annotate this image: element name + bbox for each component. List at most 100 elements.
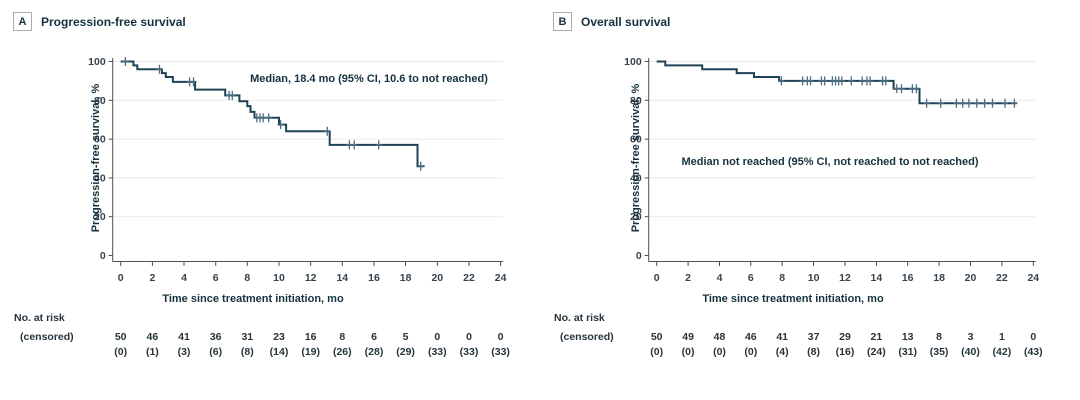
at-risk-value: 0 <box>497 331 504 343</box>
panel-progression-free-survival: A Progression-free survival 0 20 40 60 80 100… <box>13 12 510 358</box>
svg-text:80: 80 <box>94 95 106 107</box>
svg-text:14: 14 <box>871 272 883 284</box>
svg-text:6: 6 <box>213 272 219 284</box>
censored-value: (35) <box>929 346 949 358</box>
at-risk-value: 41 <box>178 331 190 343</box>
panel-a-x-axis-title: Time since treatment initiation, mo <box>162 293 344 305</box>
at-risk-value: 46 <box>744 331 757 343</box>
censored-value: (1) <box>145 346 159 358</box>
censored-value: (3) <box>177 346 191 358</box>
panel-a-median-annotation: Median, 18.4 mo (95% CI, 10.6 to not rea… <box>250 73 488 85</box>
panel-b-header: B Overall survival <box>553 12 670 31</box>
at-risk-value: 41 <box>776 331 789 343</box>
panel-a-header: A Progression-free survival <box>13 12 186 31</box>
at-risk-value: 48 <box>713 331 726 343</box>
censored-value: (33) <box>491 346 510 358</box>
panel-a-no-at-risk-label: No. at risk <box>14 312 65 324</box>
censored-value: (8) <box>240 346 254 358</box>
censored-value: (6) <box>209 346 223 358</box>
svg-text:12: 12 <box>839 272 851 284</box>
svg-text:20: 20 <box>94 211 106 223</box>
at-risk-value: 8 <box>936 331 943 343</box>
svg-text:40: 40 <box>630 172 642 184</box>
svg-text:80: 80 <box>630 95 642 107</box>
svg-text:2: 2 <box>149 272 155 284</box>
svg-text:24: 24 <box>1027 272 1039 284</box>
censored-value: (31) <box>898 346 918 358</box>
censored-value: (0) <box>744 346 758 358</box>
svg-text:14: 14 <box>336 272 348 284</box>
at-risk-value: 21 <box>870 331 883 343</box>
at-risk-value: 8 <box>339 331 346 343</box>
svg-text:20: 20 <box>431 272 443 284</box>
at-risk-value: 50 <box>650 331 663 343</box>
at-risk-value: 36 <box>209 331 222 343</box>
censored-value: (26) <box>332 346 352 358</box>
svg-text:4: 4 <box>181 272 187 284</box>
censored-value: (29) <box>396 346 415 358</box>
svg-text:18: 18 <box>933 272 945 284</box>
at-risk-value: 1 <box>998 331 1005 343</box>
at-risk-value: 46 <box>146 331 159 343</box>
panel-a-censored-label: (censored) <box>20 331 74 343</box>
svg-text:10: 10 <box>808 272 820 284</box>
panel-b-tag: B <box>553 12 572 31</box>
panel-b-median-annotation: Median not reached (95% CI, not reached … <box>681 156 979 168</box>
svg-text:0: 0 <box>636 250 642 262</box>
censored-value: (40) <box>961 346 980 358</box>
censored-value: (4) <box>775 346 789 358</box>
censored-value: (43) <box>1023 346 1043 358</box>
svg-text:0: 0 <box>118 272 124 284</box>
svg-text:0: 0 <box>100 250 106 262</box>
censored-value: (33) <box>459 346 479 358</box>
at-risk-value: 31 <box>241 331 254 343</box>
svg-text:8: 8 <box>244 272 250 284</box>
censored-value: (42) <box>992 346 1012 358</box>
censored-value: (33) <box>427 346 447 358</box>
at-risk-value: 29 <box>839 331 851 343</box>
censored-value: (16) <box>835 346 855 358</box>
censored-value: (0) <box>650 346 664 358</box>
svg-text:24: 24 <box>495 272 507 284</box>
censored-value: (0) <box>681 346 695 358</box>
censored-value: (14) <box>269 346 289 358</box>
svg-text:40: 40 <box>94 172 106 184</box>
svg-text:60: 60 <box>94 134 106 146</box>
svg-text:10: 10 <box>273 272 285 284</box>
panel-a-y-axis-title: Progression-free survival, % <box>90 83 102 233</box>
svg-text:100: 100 <box>624 56 642 68</box>
panel-overall-survival: B Overall survival 0 20 40 60 80 100 0 2 4 6 8 10 12… <box>540 0 1080 400</box>
panel-b-x-axis-title: Time since treatment initiation, mo <box>702 293 884 305</box>
panel-a-title: Progression-free survival <box>41 14 186 29</box>
at-risk-value: 5 <box>402 331 409 343</box>
panel-b-y-axis-title: Progression-free survival, % <box>630 83 642 233</box>
censored-value: (0) <box>713 346 726 358</box>
svg-text:20: 20 <box>965 272 977 284</box>
svg-text:20: 20 <box>630 211 642 223</box>
svg-text:6: 6 <box>748 272 754 284</box>
at-risk-value: 49 <box>682 331 694 343</box>
at-risk-value: 23 <box>273 331 285 343</box>
panel-a-tag: A <box>13 12 32 31</box>
at-risk-value: 3 <box>967 331 974 343</box>
svg-text:100: 100 <box>88 56 106 68</box>
svg-text:16: 16 <box>902 272 914 284</box>
at-risk-value: 6 <box>371 331 377 343</box>
censored-value: (28) <box>364 346 384 358</box>
svg-text:8: 8 <box>779 272 785 284</box>
at-risk-value: 13 <box>901 331 914 343</box>
at-risk-value: 50 <box>114 331 127 343</box>
at-risk-value: 0 <box>1030 331 1037 343</box>
at-risk-value: 16 <box>304 331 317 343</box>
svg-text:12: 12 <box>305 272 317 284</box>
svg-text:0: 0 <box>654 272 660 284</box>
at-risk-value: 37 <box>807 331 820 343</box>
svg-text:2: 2 <box>685 272 691 284</box>
censored-value: (0) <box>114 346 128 358</box>
svg-text:16: 16 <box>368 272 380 284</box>
at-risk-value: 0 <box>434 331 441 343</box>
panel-b-title: Overall survival <box>581 14 671 29</box>
at-risk-value: 0 <box>466 331 472 343</box>
